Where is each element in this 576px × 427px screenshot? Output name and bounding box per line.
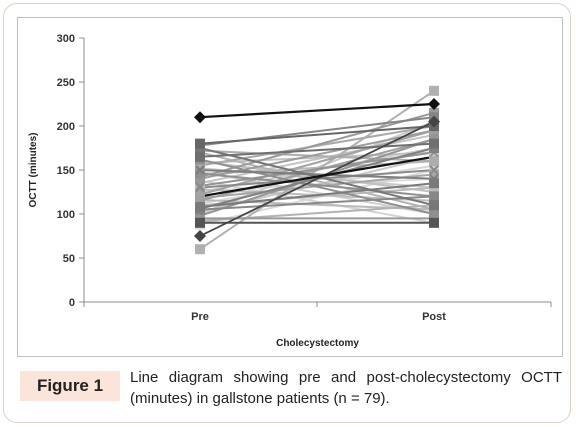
y-axis-title: OCTT (minutes) — [28, 133, 39, 208]
x-tick-label: Post — [422, 311, 446, 323]
point-marker-x — [195, 165, 205, 175]
point-marker-square — [195, 160, 205, 171]
point-marker-square — [195, 184, 205, 195]
point-marker-square — [195, 151, 205, 162]
series-line — [199, 182, 435, 208]
x-axis-title: Cholecystectomy — [276, 338, 359, 349]
point-marker-square — [429, 156, 439, 167]
point-marker-square — [195, 168, 205, 179]
figure-caption: Figure 1 Line diagram showing pre and po… — [20, 365, 564, 415]
series-line — [199, 158, 435, 215]
series-line — [199, 125, 435, 145]
point-marker-diamond — [428, 98, 440, 110]
figure-label: Figure 1 — [20, 371, 120, 401]
caption-text: Line diagram showing pre and post-cholec… — [130, 369, 562, 407]
point-marker-x — [195, 181, 205, 191]
point-marker-square — [429, 169, 439, 180]
point-marker-square — [195, 201, 205, 212]
point-marker-square — [195, 195, 205, 206]
point-marker-x — [429, 165, 439, 175]
point-marker-square — [429, 191, 439, 202]
point-marker-square — [195, 217, 205, 228]
x-tick-label: Pre — [191, 311, 209, 323]
series-line — [199, 120, 435, 237]
y-tick-label: 0 — [69, 297, 75, 309]
point-marker-square — [429, 217, 439, 228]
series-line — [199, 179, 435, 224]
point-marker-diamond — [428, 115, 440, 128]
y-tick-label: 150 — [57, 165, 75, 177]
point-marker-square — [429, 138, 439, 149]
series-line — [199, 169, 435, 180]
y-tick-label: 300 — [57, 33, 75, 45]
chart-area: 0 50 100 150 200 250 300 Pre Post Cholecystectomy… — [17, 17, 563, 357]
series-line — [199, 172, 435, 198]
series-line — [199, 102, 435, 119]
series-line — [199, 111, 435, 179]
point-marker-square — [429, 178, 439, 189]
axes: 0 50 100 150 200 250 300 Pre Post Cholecystectomy… — [28, 33, 552, 349]
point-marker-square — [195, 138, 205, 149]
line-chart: 0 50 100 150 200 250 300 Pre Post Cholecystectomy… — [28, 33, 552, 349]
point-marker-square — [429, 209, 439, 219]
point-marker-square — [195, 244, 205, 255]
series-line — [199, 151, 435, 211]
y-tick-label: 50 — [63, 253, 75, 265]
series-line — [199, 195, 435, 211]
series-line — [199, 155, 435, 198]
point-marker-square — [429, 85, 439, 96]
series-markers — [194, 85, 440, 255]
series-line — [199, 133, 435, 185]
y-tick-label: 250 — [57, 77, 75, 89]
y-tick-label: 100 — [57, 209, 75, 221]
point-marker-square — [195, 189, 205, 200]
point-marker-diamond — [194, 230, 206, 242]
point-marker-square — [195, 210, 205, 221]
y-tick-label: 200 — [57, 121, 75, 133]
figure-frame: 0 50 100 150 200 250 300 Pre Post Cholecystectomy… — [3, 3, 571, 423]
series-lines — [199, 89, 435, 251]
point-marker-diamond — [194, 111, 206, 124]
point-marker-x — [195, 182, 205, 193]
point-marker-square — [429, 200, 439, 211]
series-line — [199, 142, 435, 158]
series-line — [199, 149, 435, 163]
